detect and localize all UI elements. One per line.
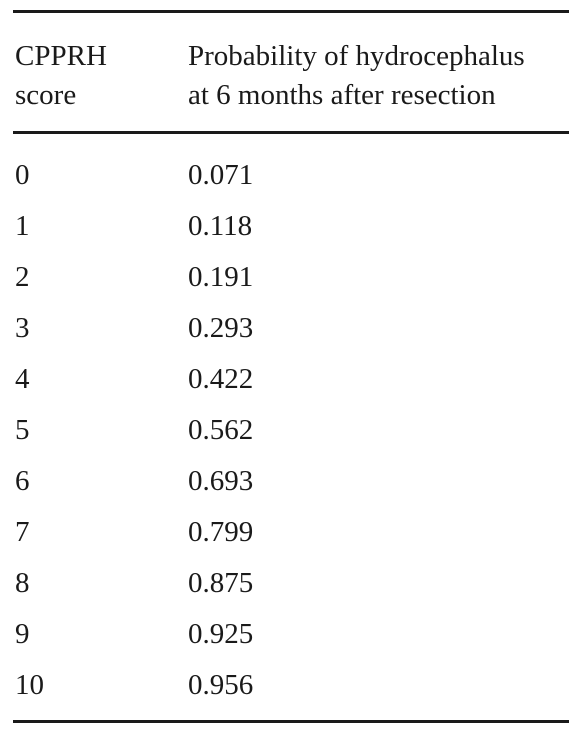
probability-cell: 0.562 bbox=[188, 414, 254, 446]
probability-cell: 0.191 bbox=[188, 261, 254, 293]
probability-cell: 0.071 bbox=[188, 159, 254, 191]
probability-cell: 0.293 bbox=[188, 312, 254, 344]
probability-cell: 0.422 bbox=[188, 363, 254, 395]
header-probability-line2: at 6 months after resection bbox=[188, 79, 496, 111]
table-row: 5 0.562 bbox=[13, 405, 569, 456]
probability-cell: 0.799 bbox=[188, 516, 254, 548]
score-cell: 7 bbox=[15, 516, 30, 548]
table-row: 7 0.799 bbox=[13, 507, 569, 558]
table-row: 6 0.693 bbox=[13, 456, 569, 507]
header-cpprh-line2: score bbox=[15, 79, 77, 111]
cpprh-table: CPPRH score Probability of hydrocephalus… bbox=[13, 0, 569, 739]
table-top-rule bbox=[13, 10, 569, 13]
table-row: 4 0.422 bbox=[13, 354, 569, 405]
table-row: 10 0.956 bbox=[13, 660, 569, 711]
table-row: 1 0.118 bbox=[13, 201, 569, 252]
score-cell: 8 bbox=[15, 567, 30, 599]
table-row: 3 0.293 bbox=[13, 303, 569, 354]
probability-cell: 0.956 bbox=[188, 669, 254, 701]
header-probability: Probability of hydrocephalus at 6 months… bbox=[188, 37, 525, 115]
header-cpprh-score: CPPRH score bbox=[15, 37, 107, 115]
score-cell: 3 bbox=[15, 312, 30, 344]
score-cell: 4 bbox=[15, 363, 30, 395]
score-cell: 5 bbox=[15, 414, 30, 446]
score-cell: 0 bbox=[15, 159, 30, 191]
probability-cell: 0.118 bbox=[188, 210, 253, 242]
table-bottom-rule bbox=[13, 720, 569, 723]
table-body: 0 0.071 1 0.118 2 0.191 3 0.293 4 0.422 … bbox=[13, 150, 569, 711]
score-cell: 9 bbox=[15, 618, 30, 650]
table-row: 0 0.071 bbox=[13, 150, 569, 201]
table-header-rule bbox=[13, 131, 569, 134]
score-cell: 6 bbox=[15, 465, 30, 497]
score-cell: 2 bbox=[15, 261, 30, 293]
header-probability-line1: Probability of hydrocephalus bbox=[188, 40, 525, 72]
probability-cell: 0.925 bbox=[188, 618, 254, 650]
table-row: 8 0.875 bbox=[13, 558, 569, 609]
probability-cell: 0.875 bbox=[188, 567, 254, 599]
header-cpprh-line1: CPPRH bbox=[15, 40, 107, 72]
table-row: 2 0.191 bbox=[13, 252, 569, 303]
score-cell: 1 bbox=[15, 210, 30, 242]
score-cell: 10 bbox=[15, 669, 44, 701]
probability-cell: 0.693 bbox=[188, 465, 254, 497]
table-row: 9 0.925 bbox=[13, 609, 569, 660]
